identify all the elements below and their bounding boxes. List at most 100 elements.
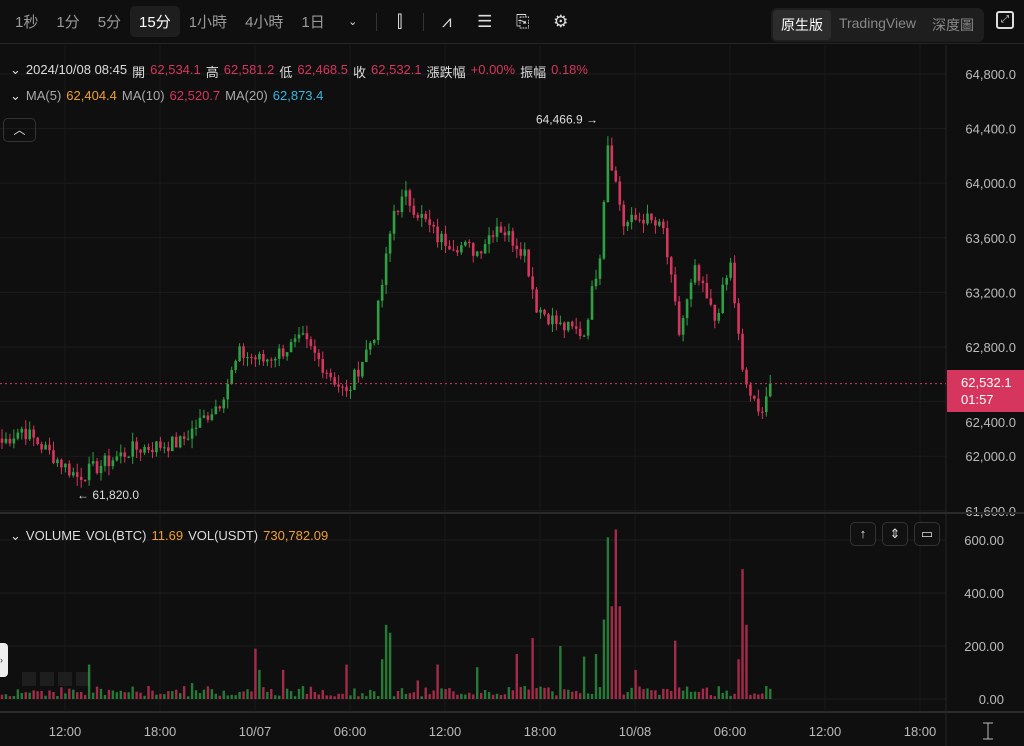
volume-bar xyxy=(701,688,705,699)
candle-body xyxy=(408,190,412,206)
price-tick-label: 62,800.0 xyxy=(965,340,1016,355)
candle-body xyxy=(630,214,633,223)
list-icon[interactable]: ☰ xyxy=(477,11,493,31)
chevron-down-icon[interactable]: ⌄ xyxy=(10,88,21,103)
move-up-button[interactable]: ↑ xyxy=(850,522,876,546)
volume-bar xyxy=(285,688,289,699)
candle-body xyxy=(737,303,740,334)
volume-bar xyxy=(238,691,241,699)
okx-watermark xyxy=(40,672,54,686)
volume-bar xyxy=(460,693,463,699)
volume-bar xyxy=(729,695,732,699)
open-value: 62,534.1 xyxy=(150,62,201,77)
candle-body xyxy=(650,213,653,221)
candle-body xyxy=(186,438,190,440)
timeframe-5m[interactable]: 5分 xyxy=(97,14,122,31)
candle-body xyxy=(262,353,265,362)
candle-body xyxy=(376,300,380,341)
candle-body xyxy=(764,396,768,413)
ma5-label: MA(5) xyxy=(25,88,62,103)
chevron-down-icon[interactable]: ⌄ xyxy=(10,528,21,543)
volume-bar xyxy=(309,686,313,699)
candle-body xyxy=(677,301,681,335)
candle-body xyxy=(475,251,479,256)
candle-body xyxy=(515,245,519,250)
candle-body xyxy=(167,447,170,452)
collapse-legend-button[interactable]: ︿ xyxy=(3,118,36,142)
candle-body xyxy=(713,304,717,321)
volume-bar xyxy=(598,687,602,699)
candle-body xyxy=(349,389,352,391)
candle-body xyxy=(697,265,701,281)
candle-body xyxy=(681,318,685,335)
drawing-icon[interactable]: ⎘ xyxy=(515,11,530,31)
candle-body xyxy=(626,222,629,227)
candle-body xyxy=(614,170,618,182)
candle-body xyxy=(566,321,570,331)
candle-body xyxy=(147,446,150,450)
volume-bar xyxy=(483,689,487,699)
candle-body xyxy=(436,226,439,243)
close-label: 收 xyxy=(353,65,367,80)
candle-body xyxy=(103,455,107,466)
candle-body xyxy=(317,352,321,360)
vol-usdt-label: VOL(USDT) xyxy=(188,528,259,543)
timeframe-1m[interactable]: 1分 xyxy=(56,14,80,31)
volume-bar xyxy=(685,686,689,699)
maximize-pane-button[interactable]: ▭ xyxy=(914,522,940,546)
candle-body xyxy=(749,384,752,396)
volume-bar xyxy=(650,690,653,699)
volume-bar xyxy=(717,686,720,699)
candle-body xyxy=(396,211,400,213)
volume-bar xyxy=(20,693,23,699)
candle-body xyxy=(269,359,273,361)
timeframe-1d[interactable]: 1日 xyxy=(301,14,325,31)
indicators-icon[interactable]: ⩘ xyxy=(441,11,452,31)
candle-body xyxy=(361,361,364,377)
candle-body xyxy=(527,249,530,277)
candle-body xyxy=(693,265,697,283)
chevron-down-icon[interactable]: ⌄ xyxy=(10,62,21,77)
view-depth[interactable]: 深度圖 xyxy=(932,17,974,33)
collapse-pane-button[interactable]: ⇕ xyxy=(882,522,908,546)
volume-bar xyxy=(578,693,582,699)
candlestick-type-icon[interactable]: ⫿ xyxy=(397,11,403,31)
volume-bar xyxy=(674,640,677,699)
candle-body xyxy=(337,384,340,387)
volume-bar xyxy=(547,687,550,699)
volume-bar xyxy=(428,694,431,699)
candle-body xyxy=(511,231,515,246)
view-native[interactable]: 原生版 xyxy=(772,10,831,40)
volume-bar xyxy=(274,695,277,699)
candle-body xyxy=(214,406,218,415)
divider xyxy=(422,12,424,31)
side-panel-toggle[interactable]: › xyxy=(0,643,8,677)
candle-body xyxy=(242,346,245,358)
candle-body xyxy=(60,459,63,468)
candle-body xyxy=(642,219,645,224)
volume-bar xyxy=(384,624,388,699)
candle-body xyxy=(16,432,20,439)
candle-body xyxy=(91,461,95,464)
candle-body xyxy=(471,243,475,256)
volume-bar xyxy=(171,691,174,699)
chevron-down-icon[interactable]: ⌄ xyxy=(348,15,358,28)
timeframe-15m[interactable]: 15分 xyxy=(130,6,180,37)
timeframe-1h[interactable]: 1小時 xyxy=(188,14,228,31)
candle-body xyxy=(333,377,336,385)
candle-body xyxy=(281,348,285,357)
amplitude-label: 振幅 xyxy=(520,65,547,80)
candle-body xyxy=(448,245,451,250)
timeframe-4h[interactable]: 4小時 xyxy=(245,14,284,31)
timeframe-1s[interactable]: 1秒 xyxy=(15,14,39,31)
gear-icon[interactable]: ⚙ xyxy=(553,11,569,31)
time-tick-label: 06:00 xyxy=(334,724,367,739)
volume-bar xyxy=(194,690,198,699)
candle-body xyxy=(634,214,637,220)
volume-bar xyxy=(206,686,210,699)
view-tradingview[interactable]: TradingView xyxy=(838,15,916,31)
fullscreen-icon[interactable]: ⤢ xyxy=(996,11,1014,29)
price-chart[interactable]: 64,800.0 64,400.0 64,000.0 63,600.0 63,200.0… xyxy=(0,45,1024,746)
volume-bar xyxy=(99,688,103,699)
volume-bar xyxy=(507,687,511,699)
